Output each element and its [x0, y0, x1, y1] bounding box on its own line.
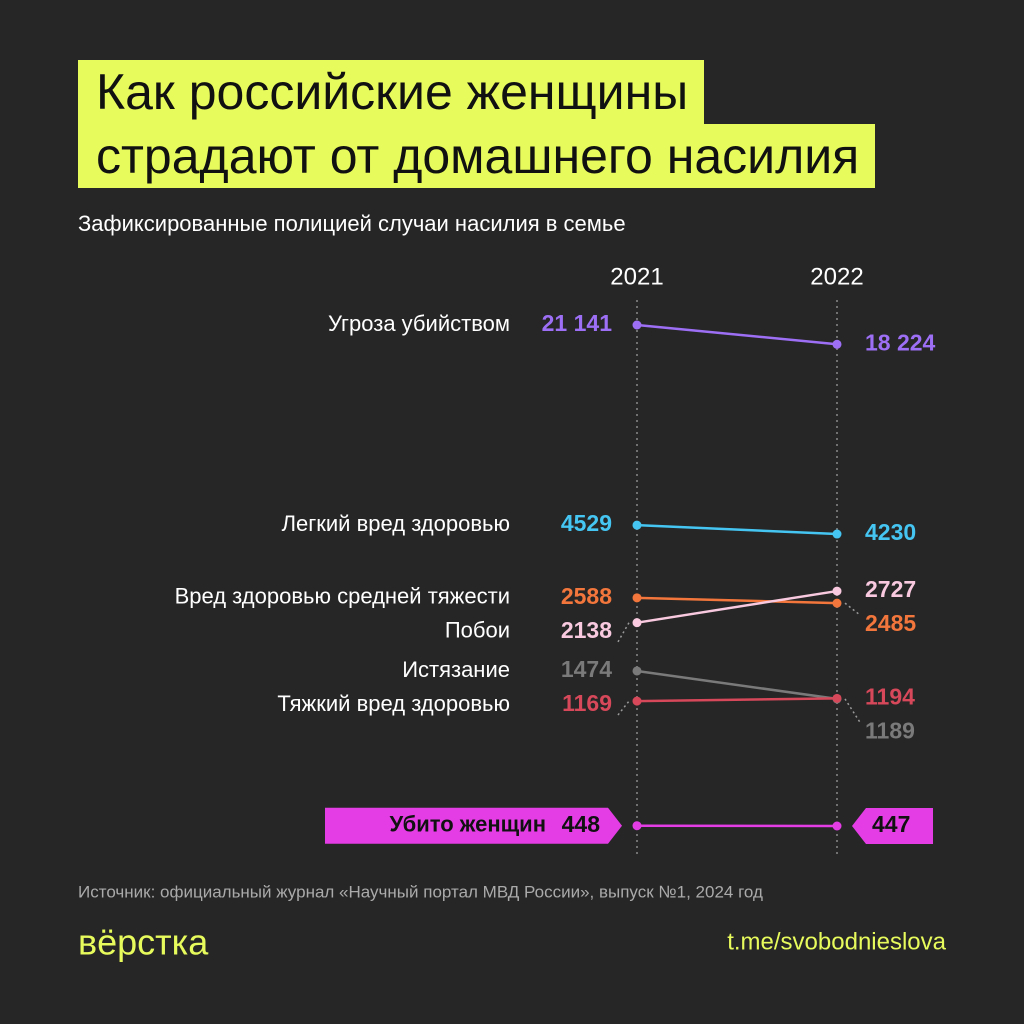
value-label: 2727	[865, 576, 916, 602]
point	[632, 696, 642, 706]
leader	[617, 622, 630, 643]
subtitle: Зафиксированные полицией случаи насилия …	[78, 211, 626, 236]
value-label: 21 141	[542, 310, 613, 336]
leader	[617, 700, 630, 716]
series-name: Побои	[445, 618, 510, 643]
leader	[844, 602, 861, 616]
value-label: 2485	[865, 610, 916, 636]
series-line	[636, 523, 838, 536]
value-label: 18 224	[865, 329, 936, 355]
point	[832, 339, 842, 349]
value-label: 2138	[561, 617, 612, 643]
series-name: Вред здоровью средней тяжести	[175, 584, 510, 609]
value-label: 447	[872, 811, 910, 837]
series-name: Истязание	[402, 657, 510, 682]
title-line: страдают от домашнего насилия	[78, 124, 876, 188]
series-name: Убито женщин	[390, 812, 547, 837]
point	[832, 693, 842, 703]
x-tick-label: 2021	[610, 263, 663, 290]
title-line: Как российские женщины	[78, 60, 705, 124]
point	[832, 586, 842, 596]
point	[632, 666, 642, 676]
point	[832, 598, 842, 608]
point	[832, 529, 842, 539]
value-label: 2588	[561, 583, 612, 609]
logo: вёрстка	[78, 922, 209, 963]
tag	[852, 808, 933, 844]
series-name: Легкий вред здоровью	[282, 511, 510, 536]
point	[632, 593, 642, 603]
point	[632, 520, 642, 530]
value-label: 1474	[561, 656, 612, 682]
x-tick-label: 2022	[810, 263, 863, 290]
series-line	[636, 697, 838, 703]
value-label: 1169	[562, 690, 612, 716]
value-label: 1194	[865, 683, 915, 709]
point	[632, 320, 642, 330]
series-line	[636, 669, 838, 701]
point	[632, 821, 642, 831]
tag	[325, 807, 622, 844]
leader	[844, 698, 861, 723]
series-name: Тяжкий вред здоровью	[277, 691, 510, 716]
value-label: 4529	[561, 510, 612, 536]
series-name: Угроза убийством	[328, 311, 510, 336]
value-label: 448	[562, 811, 601, 837]
value-label: 1189	[865, 717, 915, 743]
series-line	[636, 596, 838, 605]
value-label: 4230	[865, 519, 916, 545]
series-line	[636, 323, 838, 346]
series-line	[636, 589, 838, 624]
point	[832, 821, 842, 831]
link: t.me/svobodnieslova	[727, 928, 946, 955]
point	[632, 618, 642, 628]
source: Источник: официальный журнал «Научный по…	[78, 882, 763, 901]
